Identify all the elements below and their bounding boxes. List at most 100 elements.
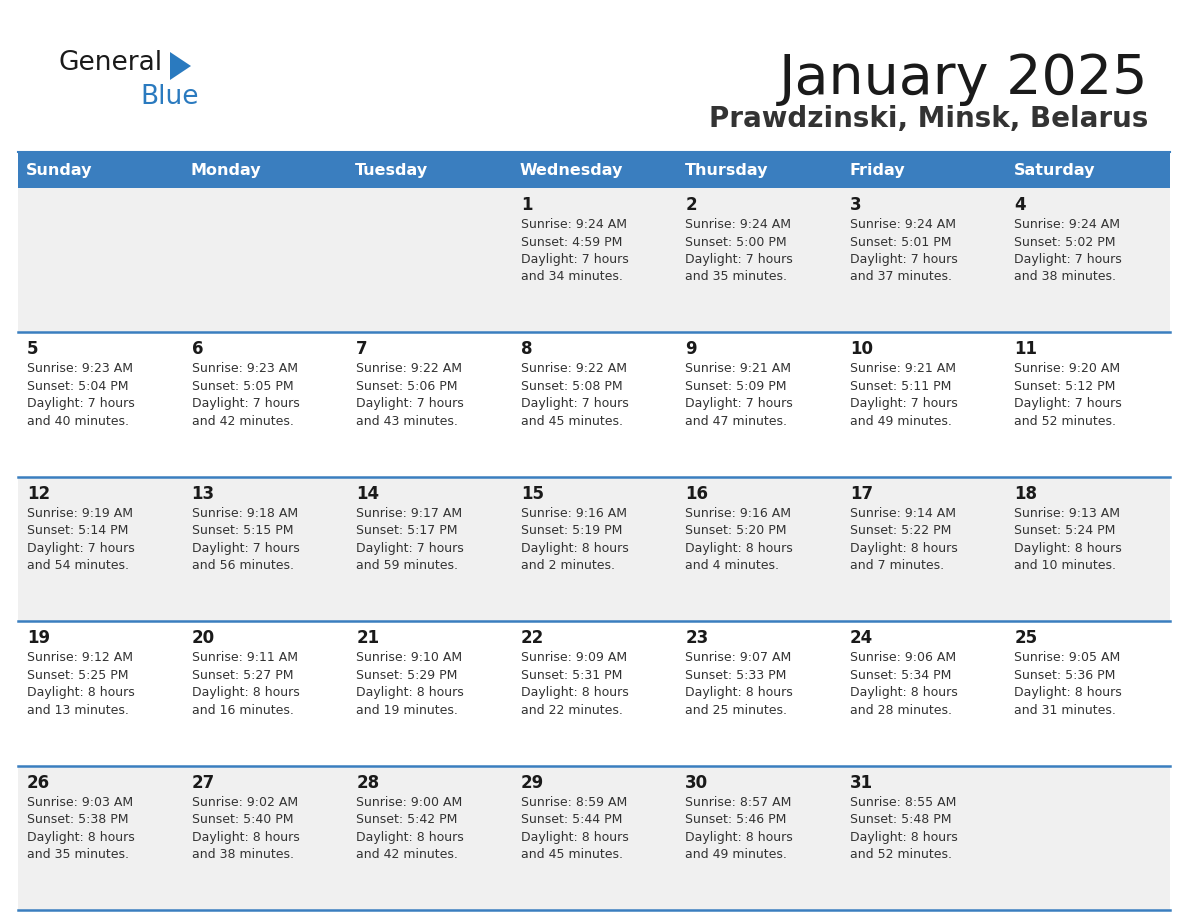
Text: Sunrise: 8:55 AM: Sunrise: 8:55 AM [849, 796, 956, 809]
Text: Sunrise: 9:23 AM: Sunrise: 9:23 AM [27, 363, 133, 375]
Text: Daylight: 8 hours: Daylight: 8 hours [849, 831, 958, 844]
Text: and 43 minutes.: and 43 minutes. [356, 415, 459, 428]
Bar [512, 152, 676, 188]
Text: Sunrise: 9:07 AM: Sunrise: 9:07 AM [685, 651, 791, 665]
Polygon shape [170, 52, 191, 80]
Text: 20: 20 [191, 629, 215, 647]
Text: and 2 minutes.: and 2 minutes. [520, 559, 614, 572]
Text: Sunrise: 9:03 AM: Sunrise: 9:03 AM [27, 796, 133, 809]
Text: and 22 minutes.: and 22 minutes. [520, 704, 623, 717]
Text: Daylight: 8 hours: Daylight: 8 hours [1015, 542, 1123, 554]
Text: Daylight: 8 hours: Daylight: 8 hours [191, 686, 299, 700]
Text: Sunrise: 9:24 AM: Sunrise: 9:24 AM [685, 218, 791, 231]
Text: General: General [58, 50, 162, 76]
Text: 10: 10 [849, 341, 873, 358]
Text: 23: 23 [685, 629, 708, 647]
Text: Daylight: 8 hours: Daylight: 8 hours [849, 686, 958, 700]
Text: and 10 minutes.: and 10 minutes. [1015, 559, 1117, 572]
Text: 6: 6 [191, 341, 203, 358]
Text: Sunrise: 9:14 AM: Sunrise: 9:14 AM [849, 507, 956, 520]
Text: and 59 minutes.: and 59 minutes. [356, 559, 459, 572]
Text: Sunrise: 9:06 AM: Sunrise: 9:06 AM [849, 651, 956, 665]
Text: Thursday: Thursday [684, 162, 767, 177]
Text: 5: 5 [27, 341, 38, 358]
Text: and 42 minutes.: and 42 minutes. [191, 415, 293, 428]
Text: Sunset: 5:36 PM: Sunset: 5:36 PM [1015, 668, 1116, 682]
Text: Sunrise: 9:21 AM: Sunrise: 9:21 AM [685, 363, 791, 375]
Text: Daylight: 8 hours: Daylight: 8 hours [27, 831, 134, 844]
Text: Sunrise: 9:18 AM: Sunrise: 9:18 AM [191, 507, 298, 520]
Text: and 45 minutes.: and 45 minutes. [520, 415, 623, 428]
Text: Sunrise: 9:21 AM: Sunrise: 9:21 AM [849, 363, 956, 375]
Text: and 49 minutes.: and 49 minutes. [685, 848, 788, 861]
Text: Sunset: 5:00 PM: Sunset: 5:00 PM [685, 236, 786, 249]
Text: and 35 minutes.: and 35 minutes. [685, 271, 788, 284]
Text: Daylight: 7 hours: Daylight: 7 hours [1015, 253, 1123, 266]
Text: and 38 minutes.: and 38 minutes. [1015, 271, 1117, 284]
Text: 4: 4 [1015, 196, 1026, 214]
Text: Daylight: 7 hours: Daylight: 7 hours [356, 397, 465, 410]
Text: Sunset: 5:42 PM: Sunset: 5:42 PM [356, 813, 457, 826]
Text: Sunset: 5:29 PM: Sunset: 5:29 PM [356, 668, 457, 682]
Text: 7: 7 [356, 341, 368, 358]
Text: and 31 minutes.: and 31 minutes. [1015, 704, 1117, 717]
Text: Sunset: 5:12 PM: Sunset: 5:12 PM [1015, 380, 1116, 393]
Text: Sunrise: 9:16 AM: Sunrise: 9:16 AM [685, 507, 791, 520]
Bar [18, 332, 1170, 476]
Text: Sunrise: 9:13 AM: Sunrise: 9:13 AM [1015, 507, 1120, 520]
Text: Daylight: 7 hours: Daylight: 7 hours [1015, 397, 1123, 410]
Text: Sunset: 5:05 PM: Sunset: 5:05 PM [191, 380, 293, 393]
Text: Sunrise: 9:17 AM: Sunrise: 9:17 AM [356, 507, 462, 520]
Text: Blue: Blue [140, 84, 198, 110]
Text: Daylight: 7 hours: Daylight: 7 hours [520, 253, 628, 266]
Text: and 38 minutes.: and 38 minutes. [191, 848, 293, 861]
Text: Sunset: 5:22 PM: Sunset: 5:22 PM [849, 524, 952, 537]
Text: Daylight: 7 hours: Daylight: 7 hours [27, 542, 134, 554]
Text: Saturday: Saturday [1013, 162, 1095, 177]
Bar [18, 476, 1170, 621]
Text: and 49 minutes.: and 49 minutes. [849, 415, 952, 428]
Text: Sunset: 5:09 PM: Sunset: 5:09 PM [685, 380, 786, 393]
Text: 9: 9 [685, 341, 697, 358]
Text: Sunrise: 9:22 AM: Sunrise: 9:22 AM [356, 363, 462, 375]
Text: Sunset: 5:01 PM: Sunset: 5:01 PM [849, 236, 952, 249]
Text: January 2025: January 2025 [778, 52, 1148, 106]
Text: Sunset: 5:34 PM: Sunset: 5:34 PM [849, 668, 952, 682]
Text: Prawdzinski, Minsk, Belarus: Prawdzinski, Minsk, Belarus [708, 105, 1148, 133]
Bar [18, 152, 183, 188]
Bar [347, 152, 512, 188]
Text: 12: 12 [27, 485, 50, 503]
Text: 15: 15 [520, 485, 544, 503]
Text: and 52 minutes.: and 52 minutes. [1015, 415, 1117, 428]
Text: Monday: Monday [191, 162, 261, 177]
Text: Daylight: 7 hours: Daylight: 7 hours [27, 397, 134, 410]
Text: and 40 minutes.: and 40 minutes. [27, 415, 129, 428]
Text: and 47 minutes.: and 47 minutes. [685, 415, 788, 428]
Text: Daylight: 8 hours: Daylight: 8 hours [356, 831, 465, 844]
Text: Tuesday: Tuesday [355, 162, 429, 177]
Text: 26: 26 [27, 774, 50, 791]
Text: and 37 minutes.: and 37 minutes. [849, 271, 952, 284]
Text: and 54 minutes.: and 54 minutes. [27, 559, 129, 572]
Text: Sunset: 5:17 PM: Sunset: 5:17 PM [356, 524, 457, 537]
Text: 24: 24 [849, 629, 873, 647]
Text: Daylight: 8 hours: Daylight: 8 hours [685, 542, 794, 554]
Text: 11: 11 [1015, 341, 1037, 358]
Text: and 35 minutes.: and 35 minutes. [27, 848, 129, 861]
Text: Daylight: 8 hours: Daylight: 8 hours [685, 686, 794, 700]
Bar [1005, 152, 1170, 188]
Text: Daylight: 7 hours: Daylight: 7 hours [356, 542, 465, 554]
Bar [841, 152, 1005, 188]
Text: 2: 2 [685, 196, 697, 214]
Text: Sunset: 5:31 PM: Sunset: 5:31 PM [520, 668, 623, 682]
Text: 19: 19 [27, 629, 50, 647]
Text: Sunrise: 9:05 AM: Sunrise: 9:05 AM [1015, 651, 1120, 665]
Text: Daylight: 7 hours: Daylight: 7 hours [191, 542, 299, 554]
Text: Sunrise: 9:24 AM: Sunrise: 9:24 AM [520, 218, 627, 231]
Text: Sunset: 5:08 PM: Sunset: 5:08 PM [520, 380, 623, 393]
Text: Sunset: 5:27 PM: Sunset: 5:27 PM [191, 668, 293, 682]
Text: 28: 28 [356, 774, 379, 791]
Text: and 28 minutes.: and 28 minutes. [849, 704, 952, 717]
Bar [183, 152, 347, 188]
Text: 14: 14 [356, 485, 379, 503]
